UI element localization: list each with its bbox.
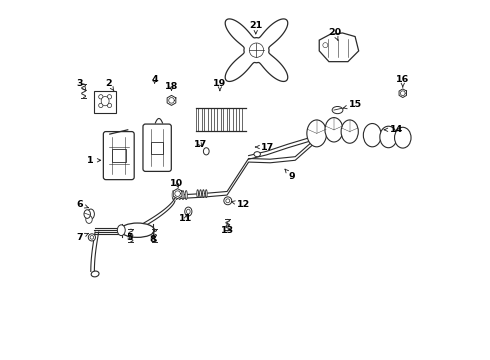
Text: 5: 5 [126, 233, 133, 242]
Polygon shape [196, 108, 198, 131]
Ellipse shape [202, 190, 204, 198]
Ellipse shape [87, 209, 95, 219]
Text: 9: 9 [285, 169, 294, 181]
Ellipse shape [199, 190, 201, 198]
Ellipse shape [101, 96, 109, 106]
Ellipse shape [117, 225, 125, 235]
Ellipse shape [179, 190, 181, 199]
Ellipse shape [197, 190, 198, 198]
Ellipse shape [224, 197, 232, 205]
Circle shape [98, 103, 103, 108]
Circle shape [107, 95, 112, 99]
Ellipse shape [226, 199, 230, 203]
Text: 4: 4 [151, 75, 158, 84]
Ellipse shape [203, 148, 209, 155]
Ellipse shape [205, 190, 207, 198]
Ellipse shape [332, 107, 343, 114]
Polygon shape [319, 33, 359, 62]
Ellipse shape [325, 118, 343, 142]
Polygon shape [240, 108, 242, 131]
Text: 18: 18 [165, 82, 178, 91]
Ellipse shape [380, 126, 397, 148]
Text: 16: 16 [396, 75, 410, 87]
Text: 17: 17 [194, 140, 207, 149]
Text: 3: 3 [77, 79, 86, 91]
Text: 8: 8 [149, 235, 156, 244]
Circle shape [323, 42, 328, 48]
Text: 14: 14 [384, 125, 403, 134]
Ellipse shape [394, 127, 411, 148]
FancyBboxPatch shape [151, 141, 163, 154]
Text: 7: 7 [76, 233, 88, 242]
Polygon shape [233, 108, 236, 131]
Polygon shape [202, 108, 204, 131]
Ellipse shape [341, 120, 358, 143]
Ellipse shape [185, 207, 192, 216]
Circle shape [98, 95, 103, 99]
Ellipse shape [182, 190, 184, 199]
Ellipse shape [187, 209, 190, 214]
Ellipse shape [254, 152, 260, 157]
Polygon shape [208, 108, 211, 131]
Text: 13: 13 [220, 223, 234, 235]
Text: 6: 6 [76, 200, 88, 209]
Circle shape [107, 103, 112, 108]
Polygon shape [167, 95, 176, 105]
Text: 11: 11 [179, 214, 193, 223]
Text: 15: 15 [343, 100, 362, 109]
Ellipse shape [307, 120, 326, 147]
Ellipse shape [185, 190, 187, 199]
Ellipse shape [175, 190, 177, 199]
Polygon shape [220, 108, 223, 131]
Text: 19: 19 [213, 79, 226, 91]
Ellipse shape [90, 235, 94, 239]
Ellipse shape [88, 234, 96, 241]
Ellipse shape [249, 43, 264, 57]
Ellipse shape [121, 223, 154, 237]
Ellipse shape [172, 190, 174, 199]
Ellipse shape [91, 271, 99, 277]
Text: 17: 17 [255, 143, 274, 152]
Text: 20: 20 [328, 28, 341, 40]
Ellipse shape [364, 123, 381, 147]
Ellipse shape [84, 210, 91, 219]
Polygon shape [214, 108, 217, 131]
FancyBboxPatch shape [95, 91, 116, 113]
Text: 2: 2 [105, 79, 114, 91]
FancyBboxPatch shape [143, 124, 171, 171]
Polygon shape [225, 19, 288, 81]
Polygon shape [173, 189, 182, 199]
Text: 1: 1 [87, 156, 100, 165]
Text: 21: 21 [249, 21, 262, 34]
FancyBboxPatch shape [103, 132, 134, 180]
Text: 12: 12 [231, 200, 250, 209]
Polygon shape [399, 89, 407, 98]
Text: 10: 10 [171, 179, 183, 188]
Ellipse shape [86, 216, 92, 224]
FancyBboxPatch shape [112, 149, 125, 162]
Polygon shape [227, 108, 229, 131]
